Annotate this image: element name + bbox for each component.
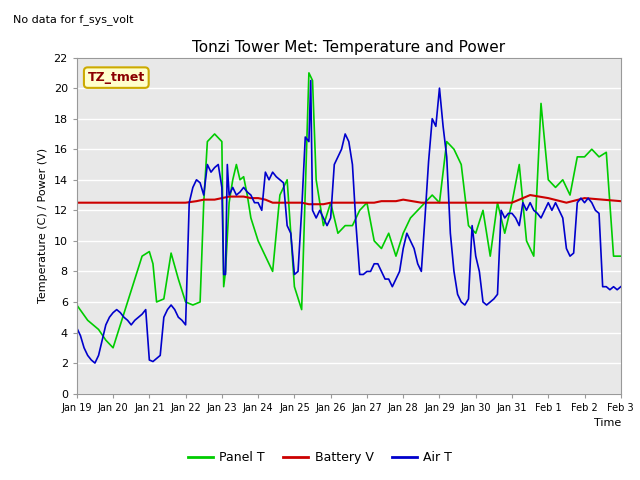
Text: TZ_tmet: TZ_tmet [88, 71, 145, 84]
Y-axis label: Temperature (C) / Power (V): Temperature (C) / Power (V) [38, 148, 48, 303]
Title: Tonzi Tower Met: Temperature and Power: Tonzi Tower Met: Temperature and Power [192, 40, 506, 55]
X-axis label: Time: Time [593, 418, 621, 428]
Text: No data for f_sys_volt: No data for f_sys_volt [13, 14, 133, 25]
Legend: Panel T, Battery V, Air T: Panel T, Battery V, Air T [182, 446, 458, 469]
